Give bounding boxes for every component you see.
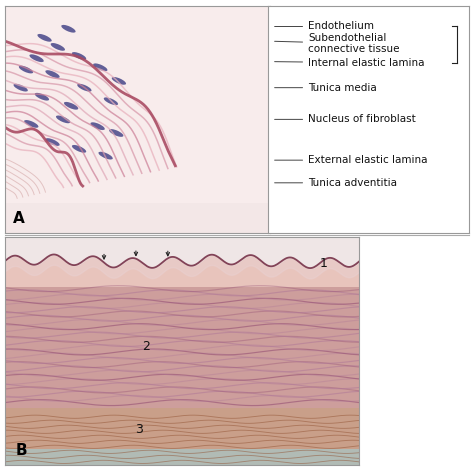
Ellipse shape — [24, 120, 38, 128]
Text: Tunica adventitia: Tunica adventitia — [274, 178, 397, 188]
Bar — [5, 288, 359, 408]
Bar — [5, 408, 359, 465]
Text: 2: 2 — [143, 340, 151, 353]
Text: External elastic lamina: External elastic lamina — [274, 155, 428, 165]
Bar — [5, 449, 359, 465]
Ellipse shape — [109, 129, 123, 137]
Ellipse shape — [91, 122, 105, 130]
Text: Endothelium: Endothelium — [274, 22, 374, 31]
Text: B: B — [15, 444, 27, 458]
Ellipse shape — [51, 43, 65, 51]
Ellipse shape — [56, 116, 70, 123]
Ellipse shape — [46, 138, 60, 146]
Text: Tunica
intima: Tunica intima — [472, 30, 474, 59]
Ellipse shape — [35, 93, 49, 101]
Bar — [5, 203, 270, 233]
Text: 1: 1 — [320, 257, 328, 270]
Text: Tunica media: Tunica media — [274, 83, 377, 93]
Ellipse shape — [19, 66, 33, 73]
Text: Internal elastic lamina: Internal elastic lamina — [274, 58, 425, 68]
Text: 3: 3 — [136, 423, 144, 437]
Text: Nucleus of fibroblast: Nucleus of fibroblast — [274, 114, 416, 125]
Bar — [5, 237, 359, 288]
Ellipse shape — [61, 25, 76, 32]
Ellipse shape — [72, 145, 86, 153]
Ellipse shape — [37, 34, 52, 42]
Ellipse shape — [72, 52, 86, 60]
Ellipse shape — [77, 84, 91, 92]
Ellipse shape — [99, 152, 113, 159]
Ellipse shape — [93, 63, 108, 71]
Text: Subendothelial
connective tissue: Subendothelial connective tissue — [274, 33, 400, 55]
Ellipse shape — [104, 97, 118, 105]
Ellipse shape — [46, 70, 60, 78]
Ellipse shape — [112, 77, 126, 85]
Ellipse shape — [64, 102, 78, 110]
Text: A: A — [13, 211, 25, 226]
Ellipse shape — [13, 84, 28, 92]
Ellipse shape — [29, 55, 44, 62]
